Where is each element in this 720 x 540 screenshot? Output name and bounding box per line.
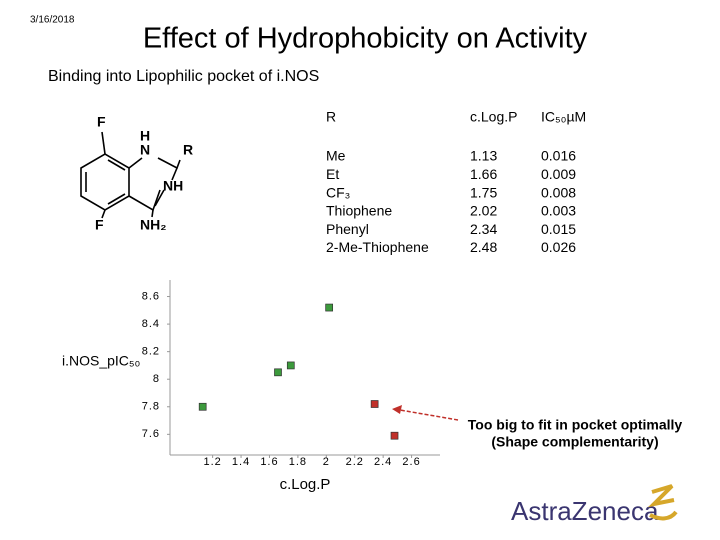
bond xyxy=(101,209,106,219)
logo-mark xyxy=(647,484,678,521)
y-tick-label: 7.6 xyxy=(142,428,160,440)
double-bond xyxy=(154,189,165,207)
x-tick-label: 2.2 xyxy=(346,456,364,468)
molecule xyxy=(80,131,181,219)
table-cell: 0.026 xyxy=(541,239,576,255)
atom-label: H xyxy=(140,128,150,144)
table-header: R xyxy=(326,109,336,125)
table-cell: 1.75 xyxy=(470,184,497,200)
table-cell: 0.015 xyxy=(541,221,576,237)
double-bond xyxy=(107,193,126,205)
atom-label: NH xyxy=(163,178,183,194)
point xyxy=(198,402,207,411)
subtitle: Binding into Lipophilic pocket of i.NOS xyxy=(48,68,319,85)
table-header: IC₅₀µM xyxy=(541,109,586,125)
x-tick-label: 1.4 xyxy=(232,456,250,468)
point xyxy=(325,303,334,312)
atom-label: F xyxy=(97,114,106,130)
point xyxy=(274,368,282,377)
x-tick-label: 1.8 xyxy=(289,456,307,468)
x-tick-label: 2.6 xyxy=(402,456,420,468)
title: Effect of Hydrophobicity on Activity xyxy=(143,23,588,55)
table-cell: 0.016 xyxy=(541,148,576,164)
bond xyxy=(128,157,143,169)
point xyxy=(286,361,295,370)
atom-label: NH₂ xyxy=(140,217,166,233)
table-cell: 0.008 xyxy=(541,184,576,200)
y-axis-label: i.NOS_pIC₅₀ xyxy=(62,353,141,369)
atom-label: N xyxy=(140,142,150,158)
y-tick-label: 8 xyxy=(153,373,160,385)
atom-label: R xyxy=(183,142,193,158)
table-cell: Et xyxy=(326,166,339,182)
table-cell: 1.13 xyxy=(470,148,497,164)
date: 3/16/2018 xyxy=(30,15,75,26)
x-tick-label: 1.6 xyxy=(260,456,278,468)
table-cell: CF₃ xyxy=(326,184,350,200)
table-cell: 2.34 xyxy=(470,221,497,237)
table-cell: Thiophene xyxy=(326,203,392,219)
x-axis-label: c.Log.P xyxy=(280,476,331,493)
y-tick-label: 8.6 xyxy=(142,290,160,302)
point xyxy=(370,400,379,408)
annotation-arrow xyxy=(392,405,459,421)
table-cell: 0.003 xyxy=(541,203,576,219)
table-cell: 1.66 xyxy=(470,166,497,182)
table-cell: Phenyl xyxy=(326,221,369,237)
bond xyxy=(101,131,106,155)
annotation: Too big to fit in pocket optimally xyxy=(468,417,683,433)
annotation: (Shape complementarity) xyxy=(491,434,658,450)
table-cell: 2.02 xyxy=(470,203,497,219)
table-cell: 2.48 xyxy=(470,239,497,255)
y-tick-label: 8.4 xyxy=(142,318,160,330)
x-tick-label: 1.2 xyxy=(203,456,221,468)
table-cell: Me xyxy=(326,148,346,164)
bond xyxy=(171,167,178,181)
x-tick-label: 2.4 xyxy=(374,456,392,468)
point xyxy=(390,431,399,440)
y-tick-label: 8.2 xyxy=(142,346,160,358)
bond xyxy=(151,209,154,218)
logo-text: AstraZeneca xyxy=(511,496,659,526)
table-header: c.Log.P xyxy=(470,109,517,125)
atom-label: F xyxy=(95,217,104,233)
table-cell: 2-Me-Thiophene xyxy=(326,239,429,255)
x-tick-label: 2 xyxy=(323,456,330,468)
double-bond xyxy=(107,159,126,171)
y-tick-label: 7.8 xyxy=(142,401,160,413)
table-cell: 0.009 xyxy=(541,166,576,182)
